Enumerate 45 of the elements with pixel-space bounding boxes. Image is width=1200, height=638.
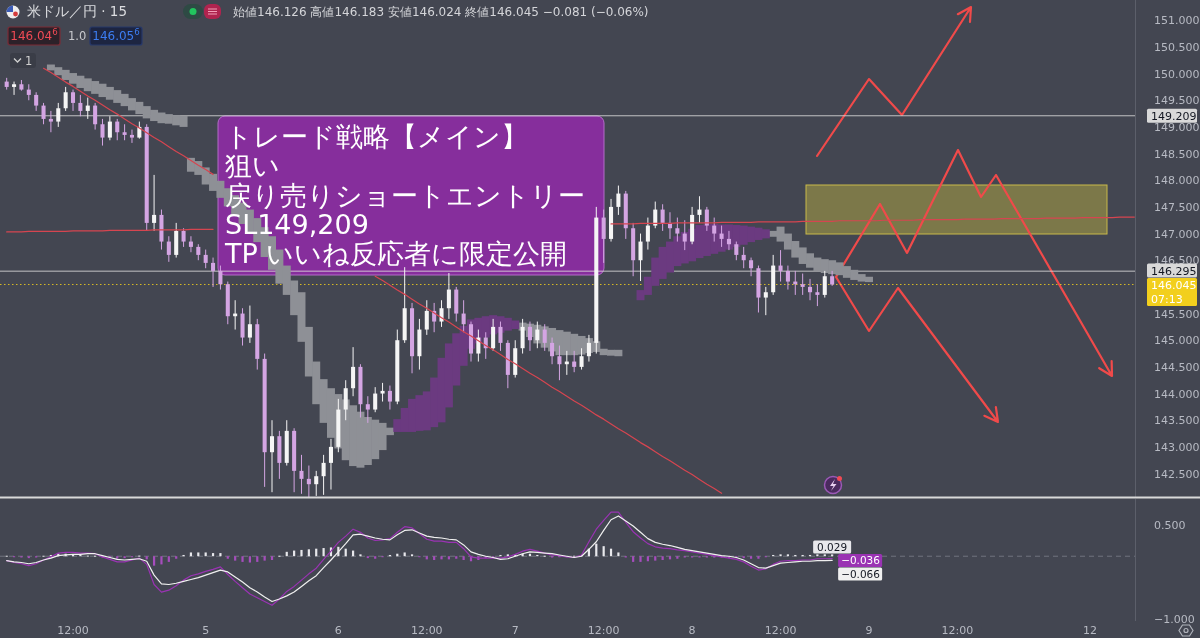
y-tick-label: 147.000 bbox=[1154, 227, 1200, 241]
x-tick-label: 12:00 bbox=[587, 623, 620, 637]
annotation: 戻り売りショートエントリー bbox=[225, 179, 585, 211]
text: 始値146.126 高値146.183 安値146.024 終値146.045 −0.081 (−0.06%) bbox=[233, 5, 649, 19]
y-tick-label: 150.000 bbox=[1154, 67, 1200, 81]
ref-line-label: 149.209 bbox=[1151, 109, 1197, 123]
y-tick-label: 143.500 bbox=[1154, 413, 1200, 427]
ref-line-label: 146.295 bbox=[1151, 264, 1197, 278]
y-tick-label: 147.500 bbox=[1154, 200, 1200, 214]
annotation: トレード戦略【メイン】 bbox=[225, 121, 528, 152]
x-tick-label: 9 bbox=[865, 623, 873, 637]
annotation: 1.0 bbox=[68, 29, 87, 43]
ref-line-label: 146.045 07:13 bbox=[1151, 278, 1197, 306]
x-tick-label: 5 bbox=[202, 623, 210, 637]
data-label: 0.029 bbox=[817, 540, 848, 553]
y-tick-label: 151.000 bbox=[1154, 13, 1200, 27]
annotation: 1 bbox=[25, 54, 33, 68]
annotation: 146.04$^{6}$ bbox=[10, 27, 58, 43]
annotation: 146.05$^{6}$ bbox=[92, 27, 140, 43]
y-tick-label: 142.500 bbox=[1154, 467, 1200, 481]
y-tick-label: 149.500 bbox=[1154, 93, 1200, 107]
chart-title: 米ドル／円 · 15 bbox=[27, 3, 128, 19]
x-tick-label: 8 bbox=[688, 623, 696, 637]
annotation: SL149,209 bbox=[225, 208, 369, 240]
y-tick-label: 149.000 bbox=[1154, 120, 1200, 134]
x-tick-label: 12:00 bbox=[764, 623, 797, 637]
y-tick-label: 0.500 bbox=[1154, 518, 1186, 532]
y-tick-label: 145.000 bbox=[1154, 333, 1200, 347]
y-tick-label: 143.000 bbox=[1154, 440, 1200, 454]
data-label: −0.036 bbox=[841, 554, 881, 567]
x-tick-label: 7 bbox=[511, 623, 519, 637]
y-tick-label: 144.000 bbox=[1154, 387, 1200, 401]
x-tick-label: 12:00 bbox=[941, 623, 974, 637]
data-label: −0.066 bbox=[841, 567, 881, 580]
y-tick-label: 148.500 bbox=[1154, 147, 1200, 161]
y-tick-label: 148.000 bbox=[1154, 173, 1200, 187]
x-tick-label: 12 bbox=[1083, 623, 1098, 637]
y-tick-label: 150.500 bbox=[1154, 40, 1200, 54]
annotation: 狙い bbox=[225, 150, 280, 182]
y-tick-label: −1.000 bbox=[1154, 612, 1195, 626]
x-tick-label: 12:00 bbox=[57, 623, 89, 637]
x-tick-label: 6 bbox=[334, 623, 342, 637]
y-tick-label: 144.500 bbox=[1154, 360, 1200, 374]
y-tick-label: 145.500 bbox=[1154, 307, 1200, 321]
x-tick-label: 12:00 bbox=[410, 623, 443, 637]
